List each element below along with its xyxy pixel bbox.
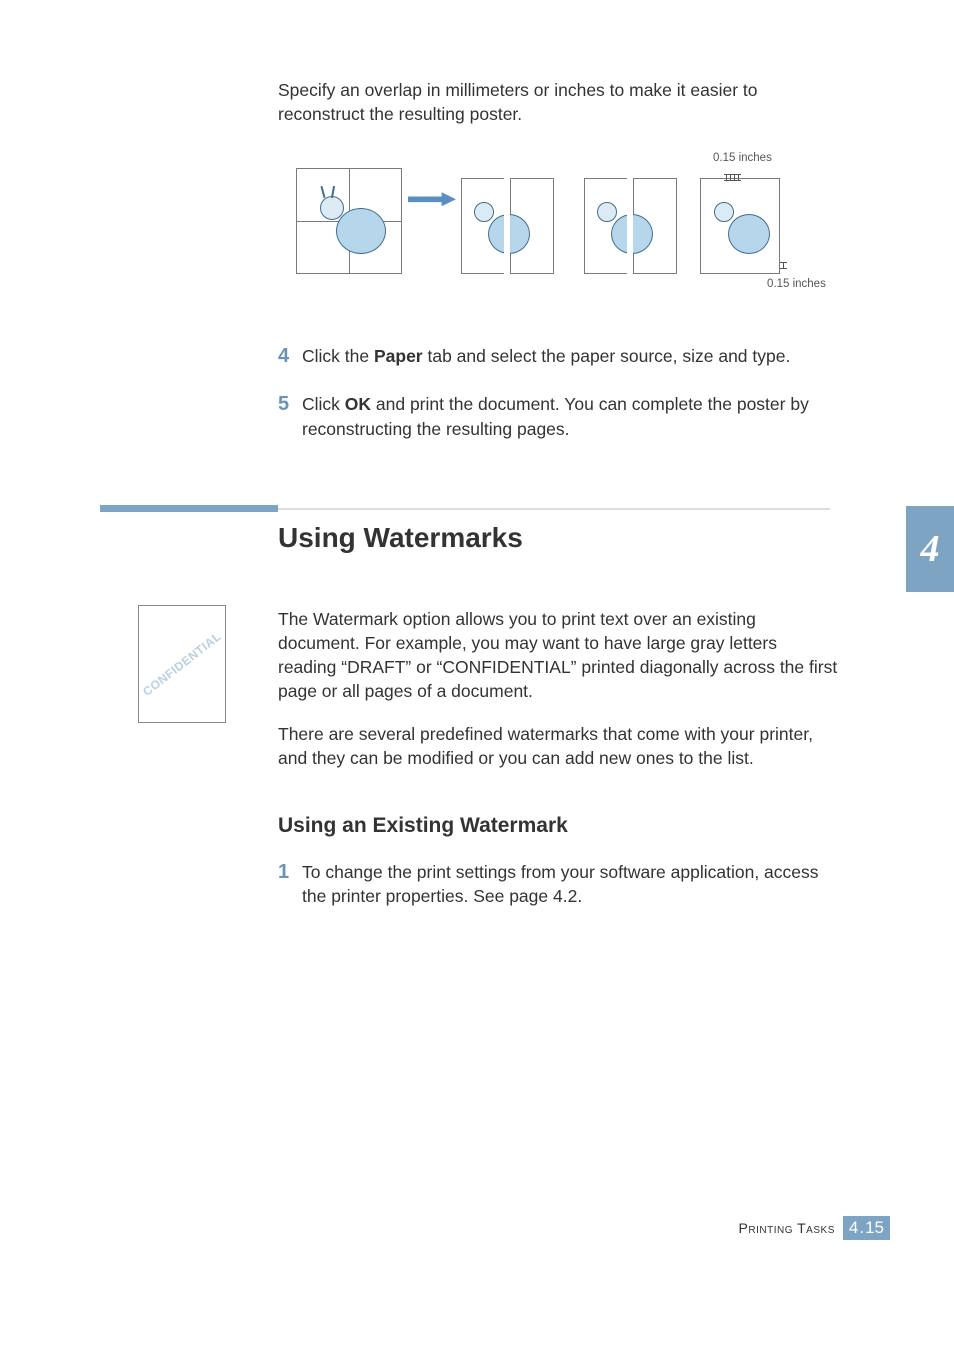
page-number-badge: 4.15 — [843, 1216, 890, 1240]
step-text-pre: Click — [302, 394, 345, 414]
overlap-top-label: 0.15 inches — [713, 152, 772, 164]
watermark-thumbnail: CONFIDENTIAL — [138, 605, 226, 723]
step-text-post: tab and select the paper source, size an… — [423, 346, 791, 366]
step-text: To change the print settings from your s… — [302, 860, 838, 908]
step-5: 5 Click OK and print the document. You c… — [278, 392, 838, 440]
section-heading: Using Watermarks — [278, 522, 523, 554]
step-number: 4 — [278, 344, 302, 368]
step-text-pre: Click the — [302, 346, 374, 366]
chapter-tab: 4 — [906, 506, 954, 592]
page-chapter: 4 — [849, 1218, 858, 1238]
page-footer: Printing Tasks 4.15 — [739, 1216, 890, 1240]
arrow-icon — [408, 192, 456, 206]
intro-paragraph: Specify an overlap in millimeters or inc… — [278, 78, 838, 126]
section-separator — [100, 508, 830, 510]
step-number: 1 — [278, 860, 302, 884]
step-text-bold: OK — [345, 394, 371, 414]
overlap-right-label: 0.15 inches — [767, 278, 826, 290]
page-sep: . — [859, 1218, 864, 1238]
page-number: 15 — [865, 1218, 884, 1238]
step-4: 4 Click the Paper tab and select the pap… — [278, 344, 838, 368]
watermark-thumbnail-text: CONFIDENTIAL — [140, 629, 224, 699]
subsection-heading: Using an Existing Watermark — [278, 814, 838, 838]
footer-section-label: Printing Tasks — [739, 1220, 835, 1236]
watermark-paragraph-1: The Watermark option allows you to print… — [278, 607, 838, 704]
step-1-watermark: 1 To change the print settings from your… — [278, 860, 838, 908]
step-text-post: and print the document. You can complete… — [302, 394, 809, 438]
step-text-bold: Paper — [374, 346, 423, 366]
step-number: 5 — [278, 392, 302, 416]
poster-overlap-illustration: 0.15 inches 0.15 inches — [278, 150, 838, 300]
watermark-paragraph-2: There are several predefined watermarks … — [278, 722, 838, 770]
